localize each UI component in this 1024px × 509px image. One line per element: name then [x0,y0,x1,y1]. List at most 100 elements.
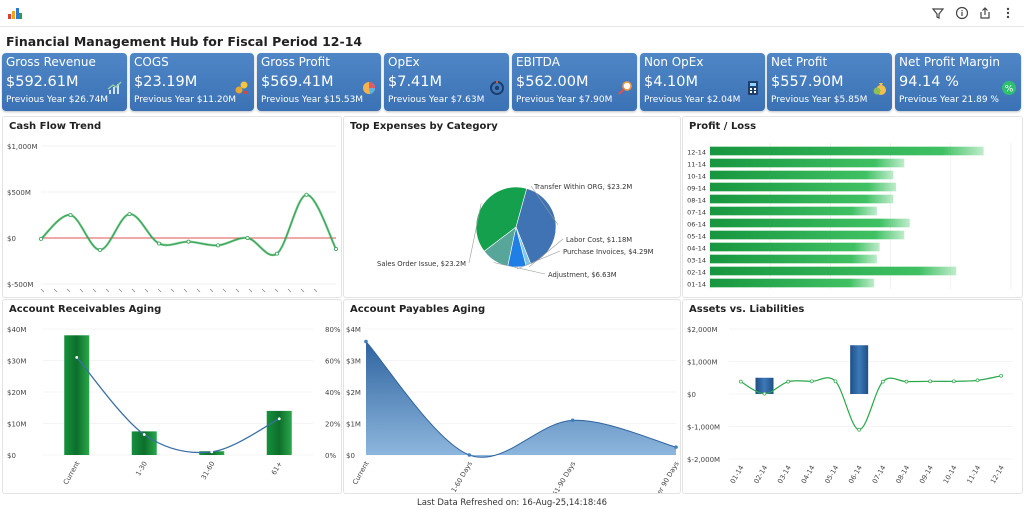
data-point [333,247,338,252]
kpi-card-ebitda[interactable]: EBITDA $562.00M Previous Year $7.90M [512,53,637,111]
series-line [365,341,677,458]
kpi-previous: Previous Year $5.85M [771,95,868,105]
x-tick-mark [222,288,227,293]
data-point [999,373,1004,378]
y-tick-label: 05-14 [687,232,706,240]
cash-flow-panel: Cash Flow Trend $1,000M $500M $0 $-500M [2,116,342,298]
y-tick-label: $0 [346,452,355,460]
y-tick-label: $1M [346,421,361,429]
x-tick-label: 31-60 [200,460,217,481]
y2-tick-label: 20% [325,421,341,429]
kpi-card-cogs[interactable]: COGS $23.19M Previous Year $11.20M [130,53,254,111]
bar [710,194,894,204]
kpi-value: $562.00M [516,74,589,90]
profit-loss-panel: Profit / Loss 12-14 11-14 10-14 09-14 08-14 0… [682,116,1023,298]
kpi-label: COGS [134,55,169,69]
y-tick-label: $500M [7,189,31,197]
x-tick-label: 11-14 [965,464,982,485]
bar [850,345,869,394]
slice-label: Transfer Within ORG, $23.2M [533,183,632,191]
x-tick-mark [209,288,214,293]
kpi-card-non-opex[interactable]: Non OpEx $4.10M Previous Year $2.04M [640,53,765,111]
x-tick-mark [40,288,45,293]
calculator-icon [748,81,758,95]
info-icon[interactable] [955,6,969,20]
top-expenses-chart: Transfer Within ORG, $23.2M Labor Cost, $… [377,183,654,279]
data-point [277,417,281,421]
leader-line [528,238,564,268]
x-tick-mark [235,288,240,293]
slice-label: Purchase Invoices, $4.29M [563,248,654,256]
leader-line [493,262,546,275]
magnifier-icon [618,81,632,95]
bar [64,335,90,455]
y-tick-label: $1,000M [687,359,718,367]
app-logo-icon[interactable] [8,7,22,19]
kpi-previous: Previous Year $7.63M [388,95,485,105]
y-tick-label: 08-14 [687,196,706,204]
x-tick-mark [79,288,84,293]
kpi-card-net-profit-margin[interactable]: Net Profit Margin 94.14 % Previous Year … [895,53,1021,111]
assets-liabilities-panel: Assets vs. Liabilities $2,000M $1,000M $0 $… [682,299,1023,494]
kpi-previous: Previous Year $2.04M [644,95,741,105]
filter-icon[interactable] [931,6,945,20]
y-tick-label: 01-14 [687,280,706,288]
x-tick-mark [105,288,110,293]
y-tick-label: 07-14 [687,208,706,216]
kpi-previous: Previous Year $26.74M [6,95,109,105]
kpi-value: $592.61M [6,74,79,90]
y-tick-label: 12-14 [687,148,706,156]
share-icon[interactable] [978,6,992,20]
bar [710,158,905,168]
data-point [857,427,862,432]
kpi-previous: Previous Year $7.90M [516,95,613,105]
kpi-label: Non OpEx [644,55,704,69]
slice-label: Adjustment, $6.63M [548,271,617,279]
x-tick-mark [131,288,136,293]
pie-slice [475,186,528,252]
profit-loss-chart: 12-14 11-14 10-14 09-14 08-14 07-14 06-14 05-14… [687,143,1012,289]
x-tick-mark [118,288,123,293]
kpi-card-gross-revenue[interactable]: Gross Revenue $592.61M Previous Year $26… [2,53,127,111]
x-tick-mark [261,288,266,293]
top-expenses-panel: Top Expenses by Category Transfer Within… [343,116,681,298]
x-tick-mark [92,288,97,293]
x-tick-label: Over 90 Days [651,460,680,493]
x-tick-label: 03-14 [776,464,793,485]
top-bar [0,0,1024,27]
y-tick-label: 09-14 [687,184,706,192]
bar [710,206,877,216]
bar [710,254,877,264]
bar [710,218,910,228]
data-point [904,379,909,384]
x-tick-label: 08-14 [894,464,911,485]
data-point [215,243,220,248]
data-point [127,212,132,217]
kpi-value: $23.19M [134,74,198,90]
x-tick-mark [274,288,279,293]
ar-aging-panel: Account Receivables Aging $40M 80% $30M 60%… [2,299,342,494]
more-icon[interactable] [1001,6,1015,20]
leader-line [468,203,482,264]
assets-liabilities-chart: $2,000M $1,000M $0 $-1,000M $-2,000M 01-14 02-… [687,326,1013,485]
kpi-card-net-profit[interactable]: Net Profit $557.90M Previous Year $5.85M [767,53,892,111]
kpi-previous: Previous Year 21.89 % [899,95,999,105]
data-point [156,241,161,246]
y2-tick-label: 40% [325,389,341,397]
bar [755,377,774,394]
x-tick-mark [196,288,201,293]
data-point [39,236,44,241]
bar [131,431,157,455]
kpi-card-gross-profit[interactable]: Gross Profit $569.41M Previous Year $15.… [257,53,381,111]
data-point [833,379,838,384]
kpi-card-opex[interactable]: OpEx $7.41M Previous Year $7.63M [384,53,509,111]
x-tick-label: 04-14 [800,464,817,485]
y-tick-label: 11-14 [687,160,706,168]
y-tick-label: $2M [346,389,361,397]
bar [710,170,894,180]
x-tick-label: 09-14 [918,464,935,485]
kpi-label: OpEx [388,55,420,69]
data-point [738,379,743,384]
kpi-value: $569.41M [261,74,334,90]
